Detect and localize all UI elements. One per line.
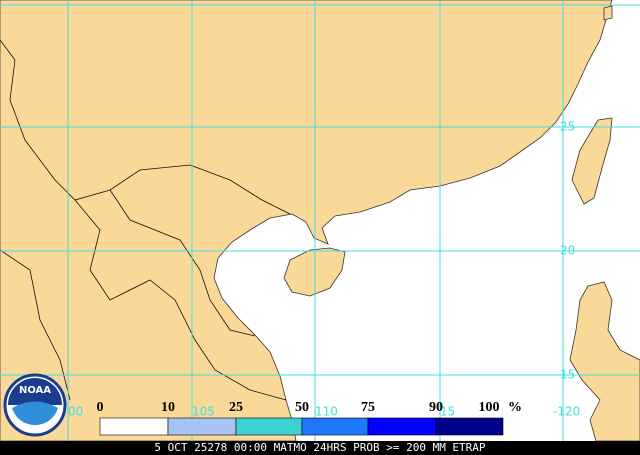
mainland <box>0 0 613 442</box>
lat-label: 20 <box>560 244 575 258</box>
lat-label: 25 <box>560 120 575 134</box>
legend-unit: % <box>508 400 522 415</box>
color-swatch <box>99 417 169 436</box>
color-swatch <box>301 417 369 436</box>
caption-bar <box>0 441 640 455</box>
taiwan <box>571 117 613 205</box>
legend-tick: 10 <box>161 400 175 415</box>
border <box>0 39 291 215</box>
lon-label: -120 <box>553 405 580 419</box>
legend-tick: 100 <box>479 400 500 415</box>
logo-top <box>8 378 62 405</box>
lon-label: 105 <box>192 405 215 419</box>
logo-bottom <box>12 401 58 426</box>
legend-tick: 75 <box>361 400 375 415</box>
color-swatch <box>367 417 437 436</box>
legend-tick: 25 <box>229 400 243 415</box>
lat-label: 15 <box>560 368 575 382</box>
border <box>74 199 287 401</box>
border <box>109 189 256 337</box>
noaa-logo: NOAA <box>3 373 67 437</box>
legend-tick: 0 <box>97 400 104 415</box>
lon-label: 15 <box>440 405 455 419</box>
island <box>603 5 613 21</box>
lon-label: 110 <box>315 405 338 419</box>
caption: 5 OCT 25278 00:00 MATMO 24HRS PROB >= 20… <box>154 441 486 454</box>
color-swatch <box>235 417 303 436</box>
border <box>0 249 71 401</box>
legend-tick: 50 <box>295 400 309 415</box>
color-swatch <box>435 417 504 436</box>
lon-label: 00 <box>68 405 83 419</box>
color-swatch <box>167 417 237 436</box>
legend-tick: 90 <box>429 400 443 415</box>
logo-text: NOAA <box>19 385 51 396</box>
